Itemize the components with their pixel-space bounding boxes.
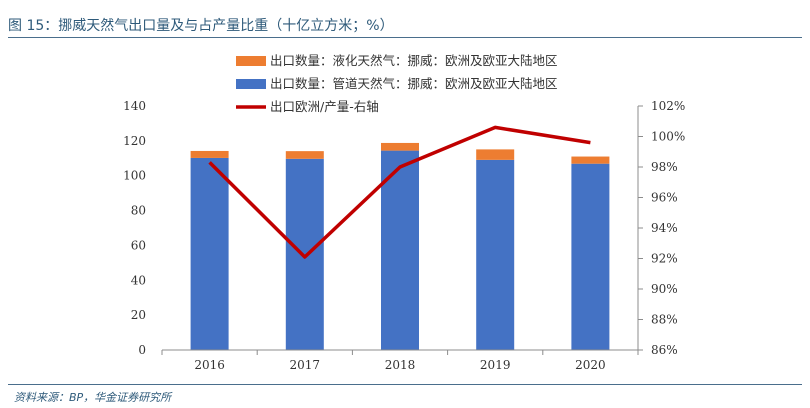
source-note: 资料来源：BP，华金证券研究所 bbox=[14, 391, 172, 404]
y-right-tick-label: 102% bbox=[651, 99, 685, 113]
y-right-tick-label: 92% bbox=[651, 252, 678, 266]
y-left-tick-label: 100 bbox=[123, 169, 146, 183]
y-right-tick-label: 98% bbox=[651, 160, 678, 174]
bar-lng-2019 bbox=[476, 149, 515, 160]
legend-pipeline-swatch bbox=[236, 79, 266, 89]
x-tick-label: 2017 bbox=[290, 358, 321, 372]
bar-pipeline-2020 bbox=[571, 163, 610, 350]
bar-lng-2016 bbox=[190, 150, 229, 158]
legend-lng-swatch bbox=[236, 56, 266, 66]
y-right-tick-label: 100% bbox=[651, 130, 685, 144]
bar-lng-2020 bbox=[571, 156, 610, 164]
source-divider bbox=[8, 384, 802, 385]
legend: 出口数量：液化天然气：挪威：欧洲及欧亚大陆地区出口数量：管道天然气：挪威：欧洲及… bbox=[236, 53, 558, 114]
y-left-tick-label: 120 bbox=[123, 134, 146, 148]
figure-title: 图 15：挪威天然气出口量及与占产量比重（十亿立方米；%） bbox=[8, 18, 394, 34]
axes-layer: 2016 2017 2018 2019 2020 0 20 40 60 80 100 120 140 86… bbox=[123, 99, 685, 372]
legend-pipeline-label: 出口数量：管道天然气：挪威：欧洲及欧亚大陆地区 bbox=[270, 76, 558, 91]
legend-share-label: 出口欧洲/产量-右轴 bbox=[270, 99, 379, 114]
y-right-tick-label: 88% bbox=[651, 313, 678, 327]
bar-pipeline-2019 bbox=[476, 159, 515, 350]
y-right-tick-label: 90% bbox=[651, 282, 678, 296]
y-left-tick-label: 0 bbox=[138, 343, 146, 357]
y-left-tick-label: 140 bbox=[123, 99, 146, 113]
legend-lng-label: 出口数量：液化天然气：挪威：欧洲及欧亚大陆地区 bbox=[270, 53, 558, 68]
y-left-tick-label: 20 bbox=[131, 308, 146, 322]
bar-pipeline-2018 bbox=[381, 150, 419, 350]
line-layer bbox=[208, 125, 591, 259]
y-left-tick-label: 40 bbox=[131, 273, 146, 287]
bar-pipeline-2016 bbox=[190, 157, 229, 350]
bar-lng-2018 bbox=[381, 142, 419, 151]
y-left-tick-label: 80 bbox=[131, 204, 146, 218]
x-tick-label: 2019 bbox=[480, 358, 511, 372]
bar-pipeline-2017 bbox=[285, 158, 324, 350]
y-right-tick-label: 94% bbox=[651, 221, 678, 235]
x-tick-label: 2020 bbox=[575, 358, 606, 372]
chart-svg: 出口数量：液化天然气：挪威：欧洲及欧亚大陆地区出口数量：管道天然气：挪威：欧洲及… bbox=[123, 53, 685, 372]
y-left-tick-label: 60 bbox=[131, 238, 146, 252]
x-tick-label: 2016 bbox=[194, 358, 225, 372]
bar-lng-2017 bbox=[285, 151, 324, 159]
title-divider bbox=[8, 37, 802, 38]
x-tick-label: 2018 bbox=[385, 358, 416, 372]
bar-layer bbox=[190, 142, 610, 350]
y-right-tick-label: 96% bbox=[651, 191, 678, 205]
y-right-tick-label: 86% bbox=[651, 343, 678, 357]
